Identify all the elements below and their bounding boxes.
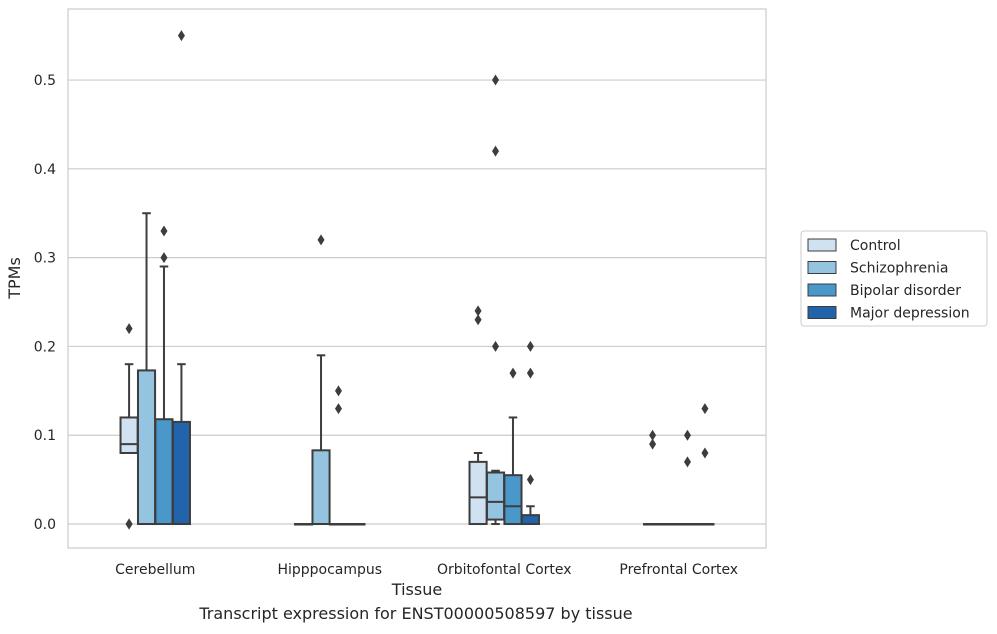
outlier-point (526, 340, 534, 352)
outlier-point (125, 323, 133, 335)
box-schizophrenia (311, 234, 331, 526)
y-tick-label: 0.1 (34, 428, 56, 444)
box-bipolar-disorder (503, 367, 523, 526)
legend-label: Control (850, 238, 901, 254)
box-iqr (503, 474, 523, 526)
box-iqr (311, 449, 331, 526)
outlier-point (125, 518, 133, 530)
outlier-point (509, 367, 517, 379)
legend-label: Major depression (850, 306, 970, 322)
box-schizophrenia (485, 74, 506, 526)
outlier-point (701, 403, 709, 415)
box-iqr (485, 471, 506, 521)
box-control (643, 429, 663, 526)
outlier-point (177, 30, 185, 42)
y-tick-labels: 0.0 0.1 0.2 0.3 0.4 0.5 (34, 73, 56, 533)
x-tick-labels: Cerebellum Hipppocampus Orbitofontal Corte… (115, 562, 738, 578)
x-tick-label: Hipppocampus (277, 562, 382, 578)
outlier-point (701, 447, 709, 459)
legend-swatch (807, 238, 837, 252)
box-iqr (119, 416, 139, 454)
outlier-point (160, 252, 168, 264)
box-major-depression (171, 30, 191, 526)
outlier-point (649, 438, 657, 450)
box-iqr (154, 418, 174, 526)
x-tick-label: Orbitofontal Cortex (437, 562, 572, 578)
outlier-point (526, 474, 534, 486)
legend-swatch (807, 261, 837, 274)
box-iqr (520, 514, 540, 526)
legend-label: Schizophrenia (850, 261, 948, 277)
plot-frame (67, 8, 767, 549)
y-tick-label: 0.4 (34, 162, 56, 178)
y-tick-label: 0.2 (34, 339, 56, 355)
x-axis-label: Tissue (391, 580, 442, 599)
outlier-point (160, 225, 168, 237)
box-schizophrenia (660, 523, 680, 526)
x-tick-label: Cerebellum (115, 562, 195, 578)
outlier-point (492, 74, 500, 86)
outlier-point (683, 429, 691, 441)
box-major-depression (520, 340, 540, 526)
y-axis-label: TPMs (5, 257, 24, 300)
box-iqr (171, 420, 191, 526)
outlier-point (649, 429, 657, 441)
box-major-depression (695, 403, 715, 526)
box-control (294, 523, 314, 526)
legend-swatch (807, 283, 837, 297)
outlier-point (474, 305, 482, 317)
outlier-point (683, 456, 691, 468)
box-control (468, 305, 488, 526)
outlier-point (334, 385, 342, 397)
chart-caption: Transcript expression for ENST0000050859… (199, 604, 633, 623)
legend: Control Schizophrenia Bipolar disorder Majo… (800, 230, 988, 327)
y-tick-label: 0.3 (34, 251, 56, 267)
legend-label: Bipolar disorder (850, 283, 961, 299)
y-tick-label: 0.5 (34, 73, 56, 89)
legend-frame (800, 230, 988, 327)
outlier-point (334, 403, 342, 415)
box-series (119, 30, 715, 530)
box-iqr (136, 369, 157, 526)
outlier-point (526, 367, 534, 379)
box-control (119, 323, 139, 530)
box-major-depression (346, 523, 366, 526)
y-tick-label: 0.0 (34, 517, 56, 533)
legend-swatch (807, 306, 837, 319)
box-iqr (468, 460, 488, 526)
outlier-point (317, 234, 325, 246)
box-bipolar-disorder (154, 225, 174, 526)
outlier-point (474, 314, 482, 326)
x-tick-label: Prefrontal Cortex (619, 562, 738, 578)
outlier-point (492, 340, 500, 352)
outlier-point (492, 145, 500, 157)
